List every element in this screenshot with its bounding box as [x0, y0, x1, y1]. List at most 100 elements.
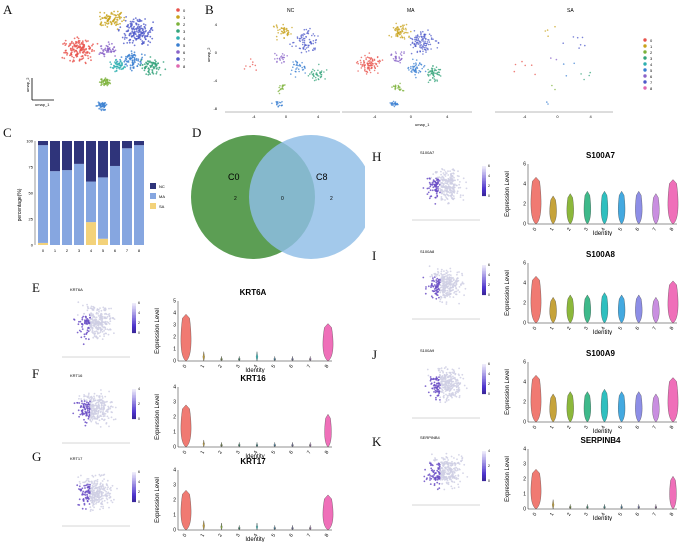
- feature-cell: [441, 462, 443, 465]
- feature-cell: [439, 474, 442, 476]
- feature-cell: [431, 189, 434, 192]
- feature-cell: [441, 284, 444, 287]
- feature-cell: [103, 407, 105, 409]
- feature-cell: [86, 478, 89, 480]
- umap-b-cell: [417, 72, 420, 74]
- umap-b-cell: [296, 67, 298, 69]
- feature-cell: [446, 389, 449, 391]
- feature-scale-step: [132, 417, 136, 420]
- umap-b-cell: [530, 64, 533, 66]
- feature-cell: [440, 270, 443, 273]
- feature-cell: [97, 492, 100, 495]
- feature-cell: [432, 277, 434, 279]
- umap-a-cell: [105, 103, 108, 106]
- umap-b-cell: [433, 68, 436, 70]
- feature-cell: [442, 458, 445, 461]
- umap-b-cell: [302, 48, 305, 50]
- violin-shape: [256, 522, 258, 531]
- umap-b-cell: [305, 35, 307, 38]
- feature-cell: [430, 176, 432, 179]
- umap-b-cell: [583, 78, 585, 81]
- umap-b-cell: [430, 72, 433, 75]
- umap-b-cell: [295, 45, 297, 47]
- umap-b-cell: [408, 69, 410, 71]
- violin-ytick: 1: [523, 492, 526, 498]
- umap-b-cell: [401, 30, 404, 33]
- feature-cell: [77, 503, 80, 506]
- violin-ylabel: Expression Level: [155, 394, 161, 440]
- violin-xtick: 4: [600, 326, 607, 332]
- feature-cell: [93, 481, 96, 484]
- umap-a-cell: [149, 64, 152, 67]
- feature-cell: [94, 324, 96, 326]
- panel-label-i: I: [372, 248, 377, 263]
- feature-cell: [81, 409, 84, 411]
- feature-cell: [445, 452, 448, 455]
- feature-cell: [450, 179, 453, 181]
- umap-a-cell: [76, 51, 78, 53]
- umap-a-cell: [132, 56, 134, 58]
- umap-a-cell: [109, 16, 112, 18]
- feature-cell: [96, 414, 99, 417]
- umap-b-cell: [418, 69, 420, 72]
- feature-cell: [445, 366, 447, 368]
- umap-a-cell: [117, 29, 120, 32]
- legend-b-label: 6: [650, 74, 653, 79]
- feature-scale-step: [132, 401, 136, 403]
- umap-title-nc: NC: [287, 8, 295, 14]
- feature-cell: [447, 379, 449, 382]
- umap-a-cell: [130, 54, 133, 57]
- feature-cell: [454, 280, 457, 282]
- umap-b-cell: [389, 102, 391, 104]
- feature-cell: [445, 269, 448, 272]
- umap-b-cell: [289, 43, 291, 45]
- umap-b-xlabel: umap_1: [415, 122, 430, 127]
- violin-ylabel: Expression Level: [505, 171, 511, 217]
- umap-b-cell: [368, 52, 371, 54]
- feature-cell: [106, 410, 109, 413]
- umap-b-cell: [399, 59, 401, 61]
- umap-b-cell: [309, 73, 311, 75]
- feature-cell: [94, 417, 96, 420]
- feature-cell: [442, 279, 445, 281]
- feature-cell: [78, 329, 81, 332]
- violin-ytick: 0: [523, 321, 526, 327]
- feature-cell: [89, 316, 91, 319]
- umap-a-cell: [123, 60, 126, 63]
- feature-cell: [87, 403, 90, 405]
- feature-cell: [447, 386, 449, 388]
- feature-cell: [451, 289, 454, 292]
- feature-cell: [87, 319, 90, 321]
- umap-a-cell: [120, 56, 123, 58]
- feature-cell: [113, 498, 115, 501]
- legend-b-swatch: [643, 50, 647, 54]
- feature-cell: [439, 279, 441, 281]
- umap-a-cell: [116, 63, 118, 66]
- feature-cell: [436, 294, 439, 297]
- feature-cell: [446, 182, 449, 185]
- feature-cell: [83, 406, 86, 409]
- feature-cell: [114, 406, 117, 409]
- umap-a-cell: [133, 44, 136, 47]
- feature-cell: [432, 471, 435, 474]
- umap-b-cell: [373, 69, 376, 72]
- violin-shape: [291, 525, 294, 531]
- feature-cell: [106, 328, 109, 331]
- feature-cell: [104, 328, 107, 331]
- umap-a-cell: [131, 28, 134, 31]
- umap-b-cell: [589, 71, 591, 74]
- feature-cell: [430, 477, 433, 480]
- umap-b-cell: [394, 86, 397, 88]
- feature-cell: [84, 424, 87, 427]
- umap-b-cell: [315, 73, 318, 76]
- feature-cell: [430, 283, 433, 286]
- feature-cell: [449, 284, 452, 286]
- umap-a-cell: [133, 34, 135, 36]
- violin-xtick: 4: [600, 227, 607, 233]
- umap-b-cell: [285, 28, 288, 31]
- violin-ylabel: Expression Level: [505, 270, 511, 316]
- feature-plot-title: S100A7: [420, 150, 435, 155]
- feature-cell: [80, 405, 82, 407]
- feature-cell: [439, 396, 442, 399]
- umap-a-cell: [159, 74, 162, 76]
